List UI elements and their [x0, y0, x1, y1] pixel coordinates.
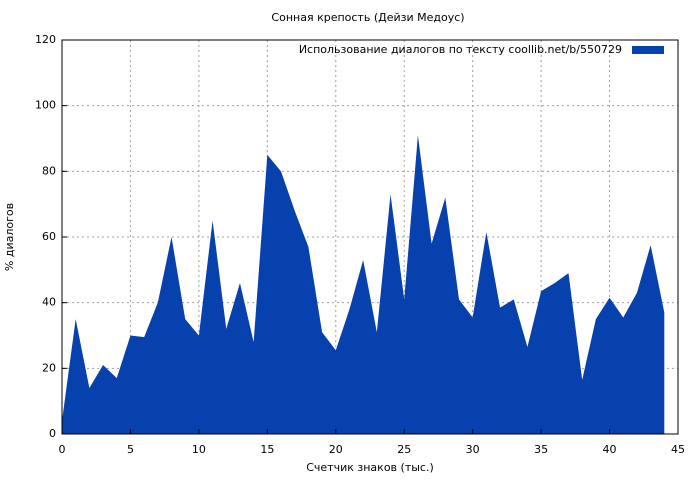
x-tick-label: 10: [192, 443, 206, 456]
y-tick-label: 40: [42, 296, 56, 309]
legend-swatch: [632, 46, 664, 54]
x-tick-label: 35: [534, 443, 548, 456]
legend-label: Использование диалогов по тексту coollib…: [299, 43, 622, 56]
y-tick-label: 0: [49, 427, 56, 440]
x-tick-label: 5: [127, 443, 134, 456]
y-tick-label: 80: [42, 164, 56, 177]
x-tick-label: 25: [397, 443, 411, 456]
y-tick-label: 20: [42, 361, 56, 374]
x-tick-label: 15: [260, 443, 274, 456]
x-tick-label: 20: [329, 443, 343, 456]
x-axis-label: Счетчик знаков (тыс.): [306, 461, 434, 474]
y-tick-label: 120: [35, 33, 56, 46]
y-axis-label: % диалогов: [3, 203, 16, 271]
x-tick-label: 45: [671, 443, 685, 456]
chart-title: Сонная крепость (Дейзи Медоус): [271, 11, 464, 24]
x-tick-label: 40: [603, 443, 617, 456]
x-tick-label: 30: [466, 443, 480, 456]
area: [62, 135, 665, 434]
x-tick-label: 0: [59, 443, 66, 456]
y-tick-label: 60: [42, 230, 56, 243]
y-tick-label: 100: [35, 99, 56, 112]
